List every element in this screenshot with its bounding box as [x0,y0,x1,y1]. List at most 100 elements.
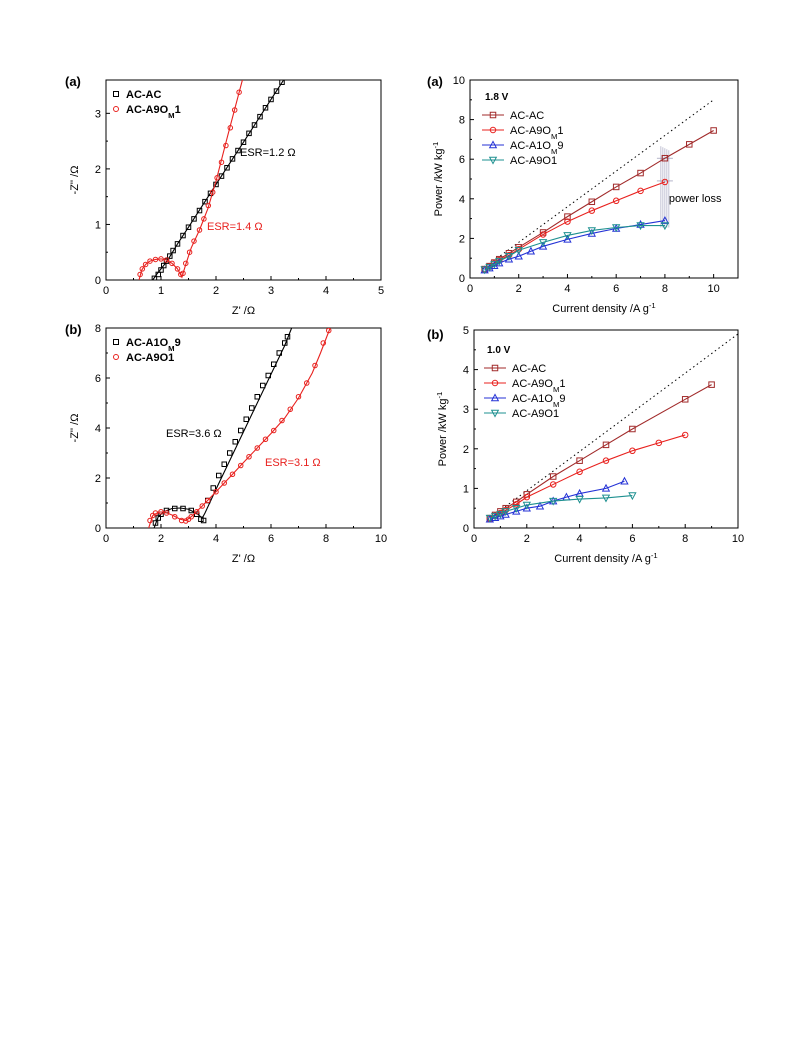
text-part: Z' /Ω [232,305,255,317]
x-tick-label: 0 [103,285,109,297]
y-tick-label: 6 [459,154,465,166]
point-marker [180,232,186,239]
y-tick-label: 0 [95,523,101,535]
point-marker [158,509,164,515]
point-marker [287,406,293,412]
point-marker [602,441,610,449]
text-part: 9 [175,337,181,349]
text-part: AC-A1O [126,337,169,349]
point-marker [538,241,548,250]
series-2 [147,328,332,528]
point-marker [205,497,211,504]
y-tick-label: 2 [95,473,101,485]
point-marker [539,231,547,238]
series-4 [480,222,670,275]
legend-entry: AC-AC [482,110,544,122]
x-tick-label: 10 [732,533,744,545]
series-line [484,130,714,270]
point-marker [254,445,260,451]
text-part: -Z'' /Ω [69,414,81,443]
point-marker [501,509,510,518]
plot-area [485,333,738,523]
x-tick-label: 8 [323,533,329,545]
legend-entry: AC-AC [484,363,546,375]
legend-label: AC-A9O1 [510,155,557,167]
point-marker [629,425,636,433]
text-part: Current density /A g [552,303,649,315]
text-part: AC-A9O1 [126,352,174,364]
point-marker [205,202,212,209]
y-tick-label: 0 [463,523,469,535]
legend-entry: AC-A1OM9 [113,337,181,353]
point-marker [227,450,233,456]
legend-entry: AC-A9O1 [484,408,559,420]
y-tick-label: 10 [453,75,465,87]
legend-label: AC-A9OM1 [126,104,181,120]
point-marker [209,189,216,195]
x-tick-label: 1 [158,285,164,297]
point-marker [235,147,241,154]
text-part: 9 [557,140,563,152]
point-marker [174,241,181,247]
point-marker [238,427,244,434]
text-part: Power /kW kg [433,148,445,216]
point-marker [485,263,494,272]
point-marker [271,427,277,434]
point-marker [601,483,611,492]
point-marker [214,175,220,181]
point-marker [495,257,504,266]
point-marker [491,364,499,372]
point-marker [564,218,571,225]
point-marker [496,511,505,520]
y-tick-label: 5 [463,325,469,337]
point-marker [549,497,558,506]
y-axis-label: Power /kW kg-1 [431,142,446,217]
point-marker [523,493,531,501]
point-marker [575,495,584,504]
point-marker [191,238,197,244]
point-marker [200,517,207,524]
point-marker [137,271,143,278]
point-marker [251,122,258,128]
y-tick-label: 2 [463,444,469,456]
point-marker [113,354,119,360]
point-marker [620,476,629,485]
text-part: 1 [559,378,565,390]
x-tick-label: 4 [577,533,583,545]
text-part: 9 [559,393,565,405]
series-4 [485,492,637,523]
point-marker [681,396,689,403]
point-marker [113,106,119,112]
x-tick-label: 2 [158,533,164,545]
point-marker [202,198,208,205]
y-tick-label: 1 [95,219,101,231]
y-tick-label: 3 [463,404,469,416]
chart-panel-1: 0 1 2 3 4 5 0 1 2 3 Z' /Ω -Z'' /Ω (a) ESR=1.2 Ω ESR=1.… [65,74,384,317]
x-tick-label: 10 [375,533,387,545]
legend-entry: AC-A9OM1 [113,104,181,120]
point-marker [501,508,510,516]
point-marker [490,512,500,521]
point-marker [139,266,146,272]
point-marker [490,393,500,402]
point-marker [163,510,170,516]
x-tick-label: 5 [378,285,384,297]
point-marker [167,253,173,259]
legend-entry: AC-AC [113,89,161,101]
point-marker [588,207,596,214]
point-marker [169,260,175,267]
point-marker [276,350,282,356]
text-part: M [553,385,559,394]
esr-annotation: ESR=1.4 Ω [207,221,263,233]
x-tick-label: 0 [471,533,477,545]
point-marker [147,258,153,264]
point-marker [196,227,203,233]
point-marker [246,130,252,137]
point-marker [660,215,670,224]
point-marker [231,107,238,113]
x-tick-label: 10 [708,283,720,295]
point-marker [254,394,260,400]
